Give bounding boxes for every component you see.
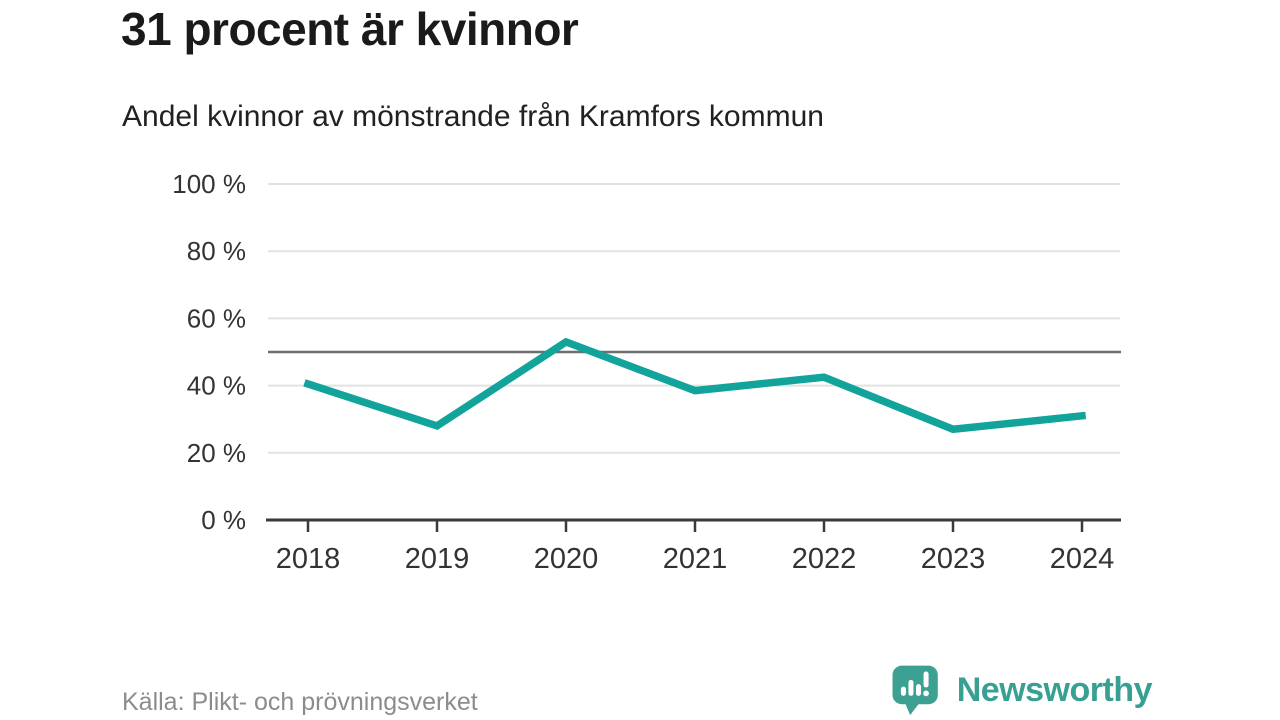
x-tick-label: 2020 <box>534 543 599 575</box>
y-tick-label: 80 % <box>187 236 246 266</box>
y-tick-label: 40 % <box>187 371 246 401</box>
brand-name: Newsworthy <box>956 670 1153 709</box>
y-tick-label: 60 % <box>187 303 246 333</box>
x-tick-label: 2021 <box>663 543 728 575</box>
x-tick-label: 2022 <box>792 543 857 575</box>
x-tick-label: 2023 <box>921 543 986 575</box>
y-tick-label: 0 % <box>201 505 246 535</box>
data-line-andel-kvinnor <box>303 337 1087 434</box>
source-text: Källa: Plikt- och prövningsverket <box>122 688 478 716</box>
newsworthy-logo: Newsworthy <box>887 664 1153 716</box>
page-title: 31 procent är kvinnor <box>121 3 579 55</box>
x-tick-label: 2024 <box>1050 543 1115 575</box>
y-tick-label: 100 % <box>172 169 246 199</box>
newsworthy-bubble-icon <box>892 665 938 716</box>
y-tick-label: 20 % <box>187 438 246 468</box>
chart-subtitle: Andel kvinnor av mönstrande från Kramfor… <box>122 100 824 133</box>
x-tick-label: 2019 <box>405 543 470 575</box>
x-tick-label: 2018 <box>276 543 341 575</box>
